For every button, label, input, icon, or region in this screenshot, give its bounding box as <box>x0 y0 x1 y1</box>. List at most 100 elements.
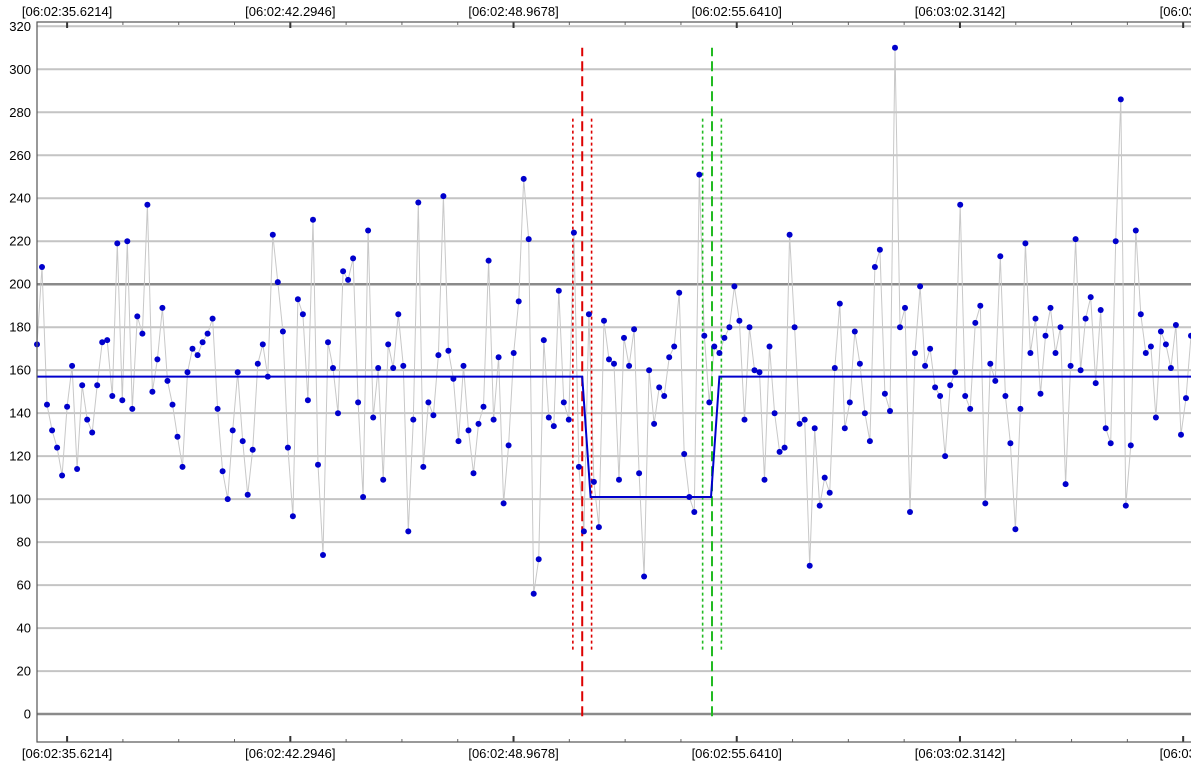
data-point <box>119 397 126 404</box>
data-point <box>470 470 477 477</box>
data-point <box>1172 322 1179 328</box>
data-point <box>249 446 256 453</box>
data-point <box>641 573 648 580</box>
data-point <box>129 405 136 412</box>
data-point <box>1057 324 1064 331</box>
data-point <box>330 365 336 371</box>
data-point <box>1127 442 1134 449</box>
x-tick-label-bottom: [06:03:02.3142] <box>915 746 1005 761</box>
y-tick-label: 40 <box>17 621 31 636</box>
data-point <box>254 360 261 367</box>
data-point <box>616 476 622 483</box>
data-point <box>395 311 402 318</box>
data-point <box>1152 414 1159 421</box>
data-point <box>515 298 522 305</box>
data-point <box>781 444 788 451</box>
step-fit-line <box>37 375 1191 498</box>
x-tick-label-top: [06:03:02.3142] <box>915 4 1005 19</box>
data-point <box>430 412 437 419</box>
data-point <box>460 362 467 369</box>
x-tick-label-bottom: [06:02:48.9678] <box>468 746 558 761</box>
data-point <box>686 494 693 500</box>
data-point <box>445 347 452 354</box>
data-point <box>154 356 161 363</box>
data-point <box>952 369 959 376</box>
data-point <box>736 317 743 324</box>
data-point <box>1052 350 1059 356</box>
data-point <box>545 414 552 421</box>
data-point <box>325 339 331 346</box>
y-tick-label: 120 <box>9 449 31 464</box>
data-point <box>335 410 341 417</box>
data-point <box>856 360 863 367</box>
data-point <box>731 283 738 290</box>
data-point <box>1142 350 1149 356</box>
data-point <box>595 524 602 531</box>
data-point <box>39 264 45 270</box>
x-tick-label-top: [06:02:35.6214] <box>22 4 112 19</box>
y-tick-label: 160 <box>9 363 31 378</box>
data-point <box>79 382 86 389</box>
data-point <box>159 304 166 311</box>
data-point <box>661 393 668 399</box>
data-point <box>831 365 838 371</box>
data-point <box>606 356 612 363</box>
data-point <box>656 384 663 391</box>
plot-frame <box>36 21 1191 743</box>
data-point <box>1147 343 1154 350</box>
data-point <box>214 405 221 412</box>
data-point <box>947 382 954 389</box>
data-point <box>1012 526 1019 533</box>
data-point <box>385 341 392 348</box>
data-point <box>1137 311 1144 318</box>
data-point <box>114 240 121 247</box>
data-point <box>480 403 487 410</box>
data-point <box>696 171 703 178</box>
y-tick-label: 100 <box>9 492 31 507</box>
data-point <box>811 425 818 432</box>
data-point <box>540 337 547 344</box>
data-point <box>876 246 883 253</box>
data-point <box>229 427 236 434</box>
data-point <box>721 334 728 341</box>
data-point <box>756 369 763 376</box>
data-point <box>535 556 542 563</box>
data-point <box>139 330 146 337</box>
data-point <box>726 324 733 331</box>
data-point <box>590 478 597 485</box>
data-point <box>209 315 216 322</box>
data-point <box>666 354 673 361</box>
data-point <box>59 472 66 479</box>
y-tick-label: 60 <box>17 578 31 593</box>
data-point <box>365 227 372 234</box>
data-point <box>570 229 577 236</box>
data-point <box>1107 440 1114 447</box>
data-point <box>621 334 627 341</box>
data-point <box>636 470 643 477</box>
data-point <box>1027 350 1034 356</box>
data-point <box>315 461 321 468</box>
data-point <box>575 463 582 470</box>
data-point <box>465 427 472 434</box>
data-point <box>626 362 633 369</box>
data-point <box>84 416 91 423</box>
data-point <box>104 337 111 344</box>
data-point <box>455 438 462 445</box>
step-line <box>37 375 1191 498</box>
data-point <box>1097 307 1104 313</box>
data-point <box>1022 240 1029 247</box>
data-point <box>987 360 994 367</box>
data-point <box>992 377 999 384</box>
data-point <box>1183 395 1189 402</box>
data-point <box>505 442 512 449</box>
data-point <box>786 231 793 238</box>
data-point <box>284 444 291 451</box>
data-point <box>871 264 878 270</box>
data-point <box>219 468 226 475</box>
data-point <box>450 375 457 382</box>
x-tick-label-top: [06:02:42.2946] <box>245 4 335 19</box>
data-point <box>244 491 251 498</box>
data-point <box>676 289 683 296</box>
data-point <box>89 429 96 436</box>
data-point <box>706 399 713 406</box>
